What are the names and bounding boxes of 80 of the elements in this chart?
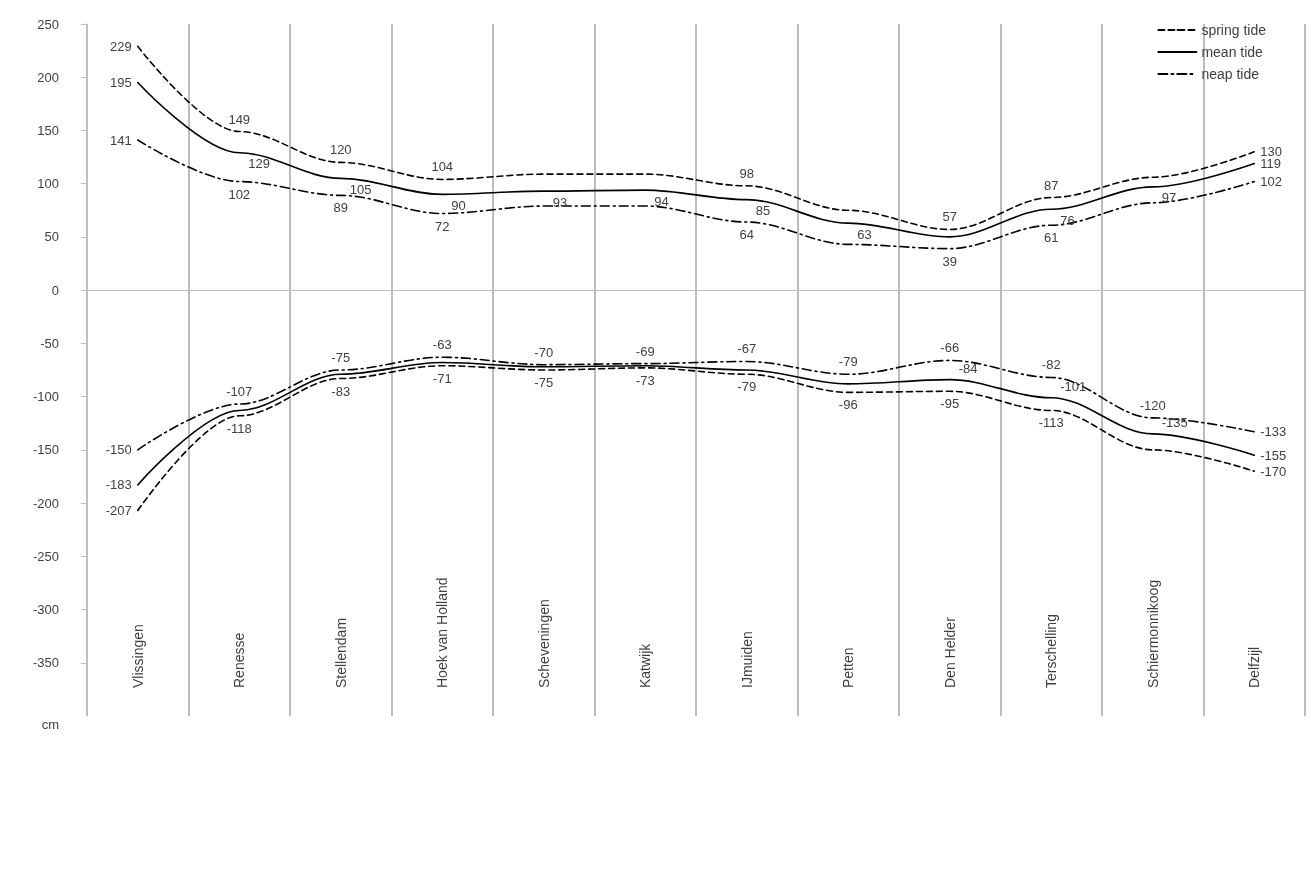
y-tick-label: -100 <box>32 389 59 405</box>
data-label: 85 <box>755 203 771 219</box>
data-label: -73 <box>635 372 655 388</box>
y-tick-label: -250 <box>32 548 59 564</box>
y-tick-label: -300 <box>32 602 59 618</box>
data-label: -75 <box>331 350 351 365</box>
data-label: 57 <box>942 209 957 225</box>
x-tick-label: Petten <box>840 647 857 688</box>
y-tick-label: -200 <box>32 495 59 511</box>
data-label: -71 <box>432 370 452 386</box>
data-label: 94 <box>654 193 669 209</box>
data-label: -66 <box>940 340 960 356</box>
data-label: 39 <box>942 253 957 269</box>
data-label: -120 <box>1139 397 1166 413</box>
y-tick-label: -350 <box>32 655 59 671</box>
x-tick-label: Delfzijl <box>1246 646 1263 688</box>
data-label: 98 <box>739 165 754 181</box>
data-label: 195 <box>110 75 132 91</box>
y-tick-label: 50 <box>44 229 59 245</box>
data-label: -75 <box>534 375 554 390</box>
data-label: -95 <box>940 396 960 412</box>
data-label: 72 <box>435 218 450 234</box>
x-tick-label: IJmuiden <box>738 631 755 688</box>
x-tick-label: Terschelling <box>1043 614 1060 688</box>
x-tick-label: Schiermonnikoog <box>1144 579 1161 688</box>
y-tick-label: -150 <box>32 442 59 458</box>
data-label: 102 <box>228 186 251 202</box>
x-tick-label: Scheveningen <box>535 599 552 688</box>
legend-label: mean tide <box>1201 44 1264 60</box>
x-tick-label: Katwijk <box>637 642 654 688</box>
legend-label: spring tide <box>1201 22 1267 38</box>
data-label: -155 <box>1260 447 1287 463</box>
data-label: 64 <box>739 227 754 243</box>
data-label: -63 <box>432 337 452 353</box>
legend-label: neap tide <box>1201 66 1260 82</box>
x-tick-label: Renesse <box>231 632 248 688</box>
data-label: -79 <box>838 354 858 370</box>
data-label: -133 <box>1260 424 1287 440</box>
x-tick-label: Stellendam <box>332 617 349 688</box>
data-label: 102 <box>1260 174 1282 190</box>
data-label: 120 <box>329 142 352 158</box>
x-tick-label: Vlissingen <box>129 624 146 688</box>
data-label: -118 <box>226 420 252 436</box>
data-label: 89 <box>333 200 348 216</box>
data-label: 229 <box>110 38 132 54</box>
data-label: -82 <box>1041 357 1061 373</box>
data-label: -69 <box>635 343 655 359</box>
data-label: -170 <box>1260 463 1287 479</box>
y-tick-label: 250 <box>37 16 59 32</box>
y-tick-label: 150 <box>37 122 59 138</box>
y-axis-title: cm <box>41 716 59 732</box>
data-label: -96 <box>838 397 858 413</box>
y-tick-label: 200 <box>37 69 59 85</box>
x-tick-label: Den Helder <box>941 616 958 688</box>
y-tick-label: -50 <box>40 335 59 351</box>
data-label: 63 <box>857 226 872 242</box>
data-label: 105 <box>349 181 372 197</box>
data-label: 90 <box>451 197 466 213</box>
data-label: 61 <box>1044 230 1059 246</box>
data-label: 141 <box>110 132 132 148</box>
data-label: -79 <box>737 379 757 395</box>
data-label: -183 <box>105 477 132 493</box>
data-label: 149 <box>228 111 251 127</box>
data-label: -207 <box>105 503 132 519</box>
x-tick-label: Hoek van Holland <box>434 577 451 688</box>
data-label: -135 <box>1161 415 1188 431</box>
data-label: -67 <box>737 341 757 357</box>
data-label: -113 <box>1038 415 1064 431</box>
data-label: -83 <box>331 383 351 399</box>
line-series <box>136 139 1256 250</box>
data-label: -70 <box>534 344 554 360</box>
data-label: 129 <box>248 156 270 172</box>
data-label: 87 <box>1044 177 1059 193</box>
y-tick-label: 100 <box>37 176 59 192</box>
data-label: -84 <box>958 361 978 377</box>
data-label: 104 <box>431 159 454 175</box>
data-label: -150 <box>105 442 132 458</box>
data-label: -107 <box>226 384 253 400</box>
y-tick-label: 0 <box>51 282 59 298</box>
data-label: -101 <box>1060 379 1087 395</box>
